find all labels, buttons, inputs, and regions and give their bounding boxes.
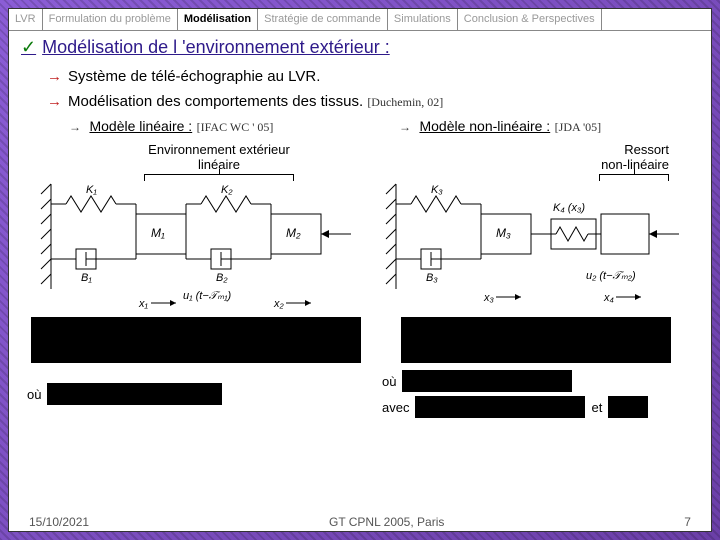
label-b1: B₁ — [81, 272, 92, 284]
eq-where-left: où — [27, 387, 41, 402]
label-k3: K₃ — [431, 184, 443, 196]
breadcrumb: LVR Formulation du problème Modélisation… — [9, 9, 711, 31]
blackbox-eq2 — [402, 370, 572, 392]
heading-text: Modélisation de l 'environnement extérie… — [42, 37, 390, 57]
crumb-conclusion: Conclusion & Perspectives — [458, 9, 602, 30]
label-x2: x₂ — [273, 298, 285, 310]
arrow-icon: → — [47, 93, 62, 110]
label-m3: M₃ — [496, 226, 511, 240]
eq-with: avec — [382, 400, 409, 415]
arrow-small-icon: → — [399, 120, 411, 134]
sublabel-nonlinear: Ressort non-linéaire — [399, 142, 669, 175]
label-x4: x₄ — [603, 292, 614, 304]
arrow-icon: → — [47, 68, 62, 85]
bullet1-text: Système de télé-échographie au LVR. — [68, 68, 320, 85]
diagram-linear: K₁ B₁ M₁ — [31, 179, 361, 314]
cite-duchemin: [Duchemin, 02] — [367, 95, 443, 109]
crumb-formulation: Formulation du problème — [43, 9, 178, 30]
bullet2-text: Modélisation des comportements des tissu… — [68, 93, 363, 110]
label-x3: x₃ — [483, 292, 495, 304]
crumb-modelisation: Modélisation — [178, 9, 258, 30]
sublabel-linear-text: Environnement extérieur linéaire — [148, 142, 290, 172]
blackbar-eq-left — [31, 317, 361, 363]
sublabel-nonlinear-text: Ressort non-linéaire — [601, 142, 669, 172]
crumb-simulations: Simulations — [388, 9, 458, 30]
label-x1: x₁ — [138, 298, 149, 310]
label-m2: M₂ — [286, 226, 301, 240]
label-b2: B₂ — [216, 272, 228, 284]
cite-jda: [JDA '05] — [555, 120, 602, 134]
footer-venue: GT CPNL 2005, Paris — [329, 515, 444, 529]
blackbox-eq1 — [47, 383, 222, 405]
blackbar-eq-right — [401, 317, 671, 363]
blackbox-eq3 — [415, 396, 585, 418]
crumb-strategie: Stratégie de commande — [258, 9, 388, 30]
label-k1: K₁ — [86, 184, 97, 196]
crumb-lvr: LVR — [9, 9, 43, 30]
label-u2: u₂ (t−𝒯ₘ₂) — [586, 270, 636, 282]
label-u1: u₁ (t−𝒯ₘ₁) — [183, 290, 232, 302]
bullet-system: → Système de télé-échographie au LVR. — [47, 68, 699, 85]
eq-where-right: où — [382, 374, 396, 389]
footer-page: 7 — [684, 515, 691, 529]
label-k2: K₂ — [221, 184, 233, 196]
label-k4: K₄ (x₃) — [553, 202, 585, 214]
footer: 15/10/2021 GT CPNL 2005, Paris 7 — [29, 515, 691, 529]
arrow-small-icon: → — [69, 120, 81, 134]
sublabel-linear: Environnement extérieur linéaire — [69, 142, 369, 175]
model-nonlinear-title: Modèle non-linéaire : — [419, 118, 550, 134]
label-b3: B₃ — [426, 272, 438, 284]
diagram-nonlinear: K₃ B₃ M₃ — [381, 179, 691, 314]
label-m1: M₁ — [151, 226, 165, 240]
bullet-modelisation: → Modélisation des comportements des tiss… — [47, 93, 699, 110]
cite-ifac: [IFAC WC ' 05] — [197, 120, 274, 134]
check-icon: ✓ — [21, 37, 36, 57]
page-title: ✓ Modélisation de l 'environnement extéri… — [21, 37, 699, 58]
model-linear-title: Modèle linéaire : — [89, 118, 192, 134]
eq-and: et — [591, 400, 602, 415]
blackbox-eq4 — [608, 396, 648, 418]
footer-date: 15/10/2021 — [29, 515, 89, 529]
